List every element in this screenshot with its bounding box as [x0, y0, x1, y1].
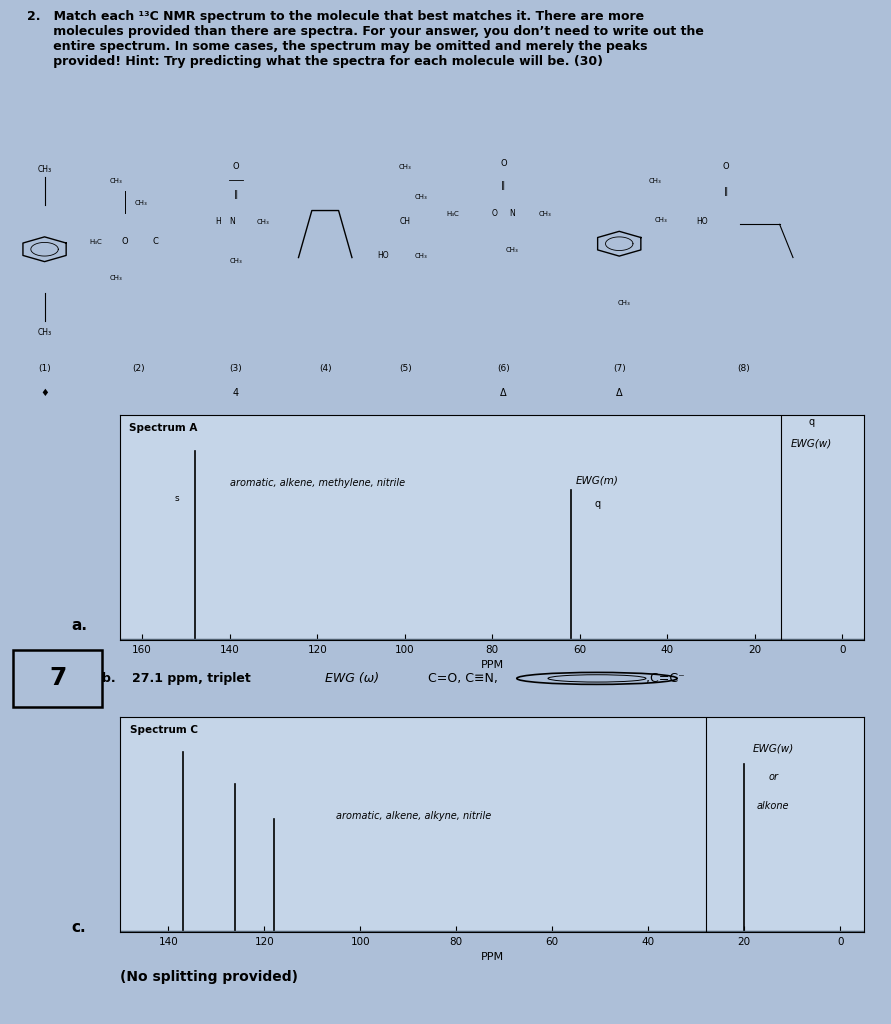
Text: C: C	[153, 237, 159, 246]
Text: O: O	[492, 209, 497, 218]
X-axis label: PPM: PPM	[481, 660, 503, 671]
Text: aromatic, alkene, methylene, nitrile: aromatic, alkene, methylene, nitrile	[230, 477, 405, 487]
Text: CH₃: CH₃	[37, 328, 52, 337]
Text: CH₃: CH₃	[414, 195, 427, 201]
Text: (1): (1)	[38, 364, 51, 373]
Text: CH₃: CH₃	[135, 200, 147, 206]
Text: (8): (8)	[738, 364, 750, 373]
Text: HO: HO	[377, 251, 389, 259]
Text: (No splitting provided): (No splitting provided)	[120, 970, 298, 984]
Text: (7): (7)	[613, 364, 625, 373]
Text: 7: 7	[49, 667, 67, 690]
Text: CH₃: CH₃	[617, 300, 630, 305]
Text: 2.   Match each ¹³C NMR spectrum to the molecule that best matches it. There are: 2. Match each ¹³C NMR spectrum to the mo…	[27, 10, 704, 69]
Text: CH₃: CH₃	[655, 217, 667, 222]
Text: O: O	[500, 160, 507, 168]
Text: CH₃: CH₃	[257, 219, 269, 225]
Text: s: s	[175, 494, 179, 503]
Text: ‖: ‖	[234, 189, 238, 199]
Text: a.: a.	[71, 617, 87, 633]
Text: ,C=C⁻: ,C=C⁻	[642, 672, 684, 685]
Text: (2): (2)	[132, 364, 144, 373]
Text: CH₃: CH₃	[37, 165, 52, 173]
Text: H: H	[216, 217, 221, 226]
X-axis label: PPM: PPM	[481, 952, 503, 963]
Text: q: q	[594, 499, 601, 509]
Text: aromatic, alkene, alkyne, nitrile: aromatic, alkene, alkyne, nitrile	[336, 811, 492, 821]
Text: EWG(m): EWG(m)	[576, 475, 618, 485]
Text: alkone: alkone	[756, 801, 789, 811]
Text: ♦: ♦	[40, 388, 49, 398]
Text: O: O	[233, 162, 240, 171]
Text: CH₃: CH₃	[649, 178, 661, 184]
Text: EWG(w): EWG(w)	[752, 743, 794, 754]
Text: (5): (5)	[399, 364, 412, 373]
Text: Spectrum A: Spectrum A	[129, 423, 198, 433]
Text: Δ: Δ	[500, 388, 507, 398]
Text: CH₃: CH₃	[399, 164, 412, 170]
Text: c.: c.	[71, 920, 86, 935]
Text: H₃C: H₃C	[90, 239, 102, 245]
Text: 27.1 ppm, triplet: 27.1 ppm, triplet	[132, 672, 250, 685]
Text: O: O	[723, 162, 730, 171]
Text: CH₃: CH₃	[110, 178, 122, 184]
Text: ‖: ‖	[502, 181, 505, 190]
Text: or: or	[768, 772, 778, 782]
Text: CH₃: CH₃	[230, 258, 242, 264]
Text: b.: b.	[102, 672, 116, 685]
Text: H₃C: H₃C	[446, 211, 459, 217]
Text: N: N	[510, 209, 515, 218]
Text: C=O, C≡N,: C=O, C≡N,	[428, 672, 497, 685]
Text: EWG (ω): EWG (ω)	[325, 672, 380, 685]
Text: 4: 4	[233, 388, 239, 398]
Text: CH₃: CH₃	[110, 274, 122, 281]
Text: (6): (6)	[497, 364, 510, 373]
Text: Spectrum C: Spectrum C	[130, 725, 198, 735]
Text: (4): (4)	[319, 364, 331, 373]
Text: EWG(w): EWG(w)	[791, 439, 832, 449]
Text: N: N	[229, 217, 234, 226]
Text: HO: HO	[697, 217, 708, 226]
Text: CH: CH	[400, 217, 411, 226]
Text: CH₃: CH₃	[414, 253, 427, 258]
Text: q: q	[809, 418, 814, 427]
Text: Δ: Δ	[616, 388, 623, 398]
Text: CH₃: CH₃	[506, 247, 519, 253]
Text: O: O	[121, 237, 128, 246]
Text: CH₃: CH₃	[539, 211, 552, 217]
FancyBboxPatch shape	[13, 650, 102, 707]
Text: (3): (3)	[230, 364, 242, 373]
Text: ‖: ‖	[724, 187, 728, 196]
